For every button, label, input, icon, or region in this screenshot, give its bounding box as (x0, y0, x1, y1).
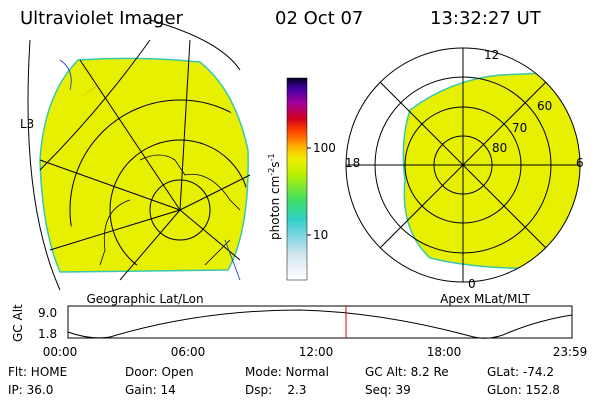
mlt-label: 18 (345, 156, 360, 170)
time-tick-label: 23:59 (553, 345, 588, 359)
time-tick-label: 06:00 (171, 345, 206, 359)
time-tick-label: 18:00 (427, 345, 462, 359)
colorbar (286, 77, 308, 281)
mlat-label: 70 (512, 121, 527, 135)
unit-text: s (268, 161, 282, 167)
mlat-label: 60 (537, 99, 552, 113)
date: 02 Oct 07 (275, 8, 363, 29)
altitude-tick-label: 9.0 (38, 306, 57, 320)
geographic-map: L3 (20, 19, 251, 291)
unit-exponent: -2 (267, 168, 276, 176)
unit-text: photon cm (268, 176, 282, 240)
mlt-label: 6 (576, 156, 584, 170)
mlt-label: 12 (484, 48, 499, 62)
status-field: Mode: Normal (245, 365, 329, 379)
status-field: Dsp: 2.3 (245, 383, 307, 397)
time-tick-label: 12:00 (299, 345, 334, 359)
time: 13:32:27 UT (430, 8, 542, 29)
status-field: Flt: HOME (8, 365, 67, 379)
altitude-axis-label: GC Alt (11, 304, 25, 342)
instrument-title: Ultraviolet Imager (20, 8, 184, 29)
status-field: GLon: 152.8 (487, 383, 560, 397)
colorbar-tick-label: 100 (313, 141, 336, 155)
mlt-label: 0 (468, 277, 476, 291)
polar-map: 12 18 6 0 60 70 80 (345, 47, 584, 291)
status-field: GC Alt: 8.2 Re (365, 365, 449, 379)
status-field: Seq: 39 (365, 383, 411, 397)
status-field: Gain: 14 (125, 383, 176, 397)
colorbar-label: photon cm-2s-1 (267, 153, 282, 240)
map-edge-label: L3 (20, 117, 34, 131)
status-field: GLat: -74.2 (487, 365, 554, 379)
status-field: IP: 36.0 (8, 383, 53, 397)
colorbar-tick-label: 10 (313, 228, 328, 242)
right-map-caption: Apex MLat/MLT (440, 292, 530, 306)
status-panel: Flt: HOME Door: Open Mode: Normal GC Alt: 8… (8, 365, 560, 397)
unit-exponent: -1 (267, 153, 276, 161)
time-tick-label: 00:00 (43, 345, 78, 359)
altitude-tick-label: 1.8 (38, 327, 57, 341)
altitude-plot: GC Alt 9.0 1.8 00:00 06:00 12:00 18:00 2… (11, 304, 587, 359)
mlat-label: 80 (492, 141, 507, 155)
left-map-caption: Geographic Lat/Lon (86, 292, 203, 306)
status-field: Door: Open (125, 365, 194, 379)
